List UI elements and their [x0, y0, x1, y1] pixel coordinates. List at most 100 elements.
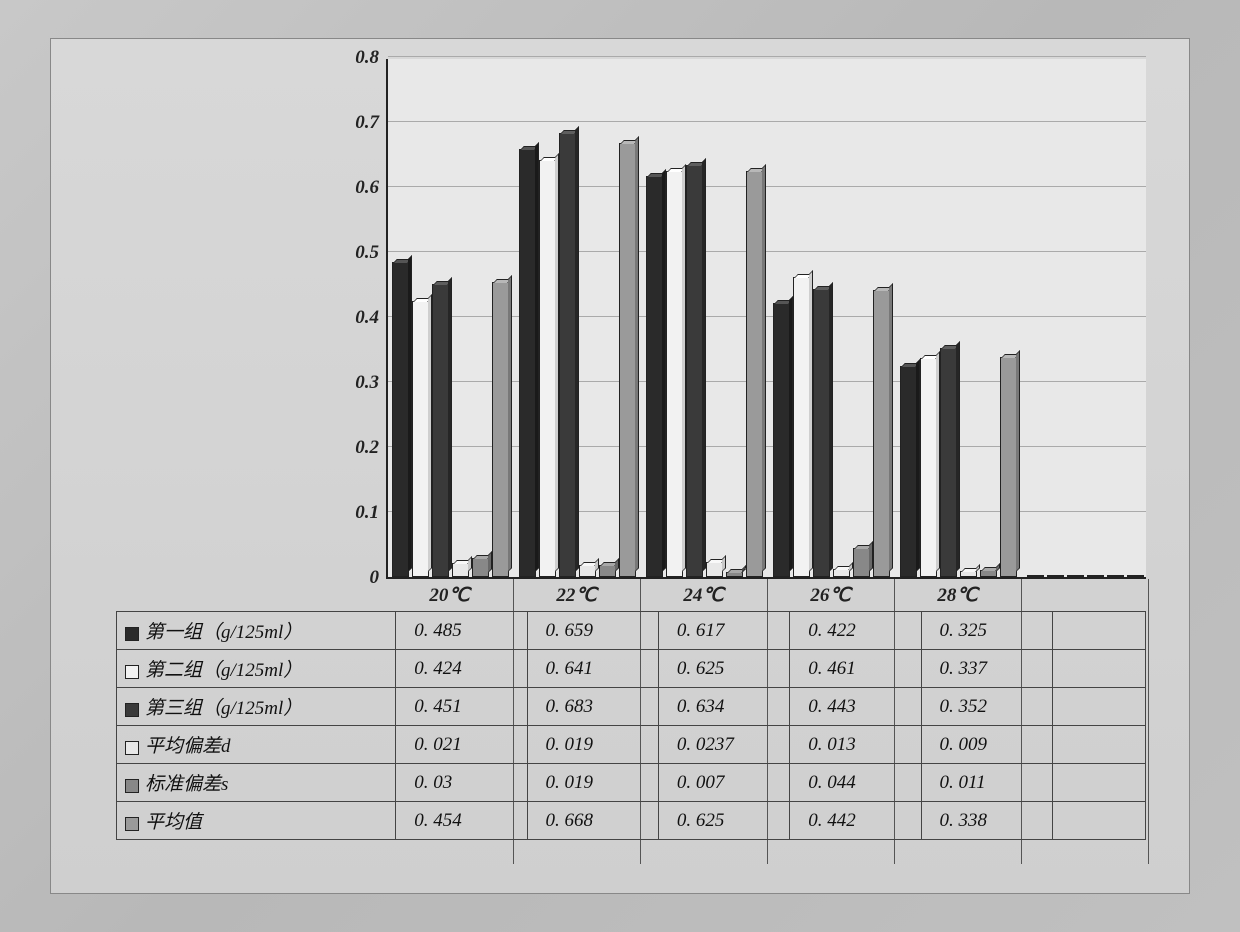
bar-avg: [619, 143, 636, 577]
value-cell: 0. 019: [527, 764, 658, 802]
legend-swatch: [125, 817, 139, 831]
bar-sdev: [599, 565, 616, 577]
bar-d: [452, 563, 469, 577]
bar-avg: [746, 171, 763, 577]
chart-panel: 0 0.1 0.2 0.3 0.4 0.5 0.6 0.7 0.8 20℃22℃24℃26℃28…: [50, 38, 1190, 894]
legend-cell: 第一组（g/125ml）: [117, 612, 396, 650]
ytick-label: 0.8: [324, 47, 379, 69]
ytick-label: 0.5: [324, 242, 379, 264]
column-separator: [1148, 579, 1149, 864]
bar-s1: [773, 303, 790, 577]
chart-zone: 00.10.20.30.40.50.60.70.8 20℃22℃24℃26℃28…: [326, 59, 1146, 604]
gridline: [388, 121, 1146, 122]
legend-swatch: [125, 741, 139, 755]
bar-d: [579, 565, 596, 577]
empty-cell: [1052, 802, 1145, 840]
value-cell: 0. 668: [527, 802, 658, 840]
value-cell: 0. 659: [527, 612, 658, 650]
xcat-label: 22℃: [513, 584, 640, 607]
bar-d: [706, 562, 723, 577]
table-row: 第三组（g/125ml）0. 4510. 6830. 6340. 4430. 3…: [117, 688, 1146, 726]
bar-s1: [900, 366, 917, 577]
bar-s3: [813, 289, 830, 577]
legend-cell: 标准偏差s: [117, 764, 396, 802]
value-cell: 0. 454: [396, 802, 527, 840]
value-cell: 0. 442: [790, 802, 921, 840]
bar-s3: [432, 284, 449, 577]
legend-label: 平均偏差d: [145, 736, 231, 757]
value-cell: 0. 337: [921, 650, 1052, 688]
value-cell: 0. 009: [921, 726, 1052, 764]
bar-s2: [412, 301, 429, 577]
bar-sdev: [980, 570, 997, 577]
legend-cell: 第三组（g/125ml）: [117, 688, 396, 726]
empty-cell: [1052, 612, 1145, 650]
bar-s1: [519, 149, 536, 577]
table-row: 第一组（g/125ml） 0. 4850. 6590. 6170. 4220. 3…: [117, 612, 1146, 650]
value-cell: 0. 683: [527, 688, 658, 726]
empty-cell: [1052, 764, 1145, 802]
ytick-label: 0.1: [324, 502, 379, 524]
value-cell: 0. 625: [658, 650, 789, 688]
ytick-label: 0.2: [324, 437, 379, 459]
xcat-label: 26℃: [767, 584, 894, 607]
legend-cell: 第二组（g/125ml）: [117, 650, 396, 688]
bar-s2: [920, 358, 937, 577]
table-row: 平均值0. 4540. 6680. 6250. 4420. 338: [117, 802, 1146, 840]
bar-empty: [1047, 575, 1064, 577]
ytick-label: 0.3: [324, 372, 379, 394]
value-cell: 0. 451: [396, 688, 527, 726]
ytick-label: 0: [324, 567, 379, 589]
legend-label: 平均值: [145, 812, 202, 833]
value-cell: 0. 617: [658, 612, 789, 650]
gridline: [388, 186, 1146, 187]
value-cell: 0. 007: [658, 764, 789, 802]
bar-d: [833, 569, 850, 577]
value-cell: 0. 0237: [658, 726, 789, 764]
bar-sdev: [726, 572, 743, 577]
bar-avg: [492, 282, 509, 577]
table-row: 第二组（g/125ml）0. 4240. 6410. 6250. 4610. 3…: [117, 650, 1146, 688]
xcat-label: 28℃: [894, 584, 1021, 607]
value-cell: 0. 019: [527, 726, 658, 764]
bar-s3: [686, 165, 703, 577]
value-cell: 0. 422: [790, 612, 921, 650]
bar-empty: [1087, 575, 1104, 577]
bar-s2: [793, 277, 810, 577]
value-cell: 0. 625: [658, 802, 789, 840]
data-table: 第一组（g/125ml） 0. 4850. 6590. 6170. 4220. 3…: [116, 611, 1146, 840]
bar-s2: [666, 171, 683, 577]
table-row: 标准偏差s0. 030. 0190. 0070. 0440. 011: [117, 764, 1146, 802]
empty-cell: [1052, 688, 1145, 726]
bar-d: [960, 571, 977, 577]
bar-s1: [646, 176, 663, 577]
bar-sdev: [472, 558, 489, 578]
legend-label: 第一组（g/125ml）: [145, 622, 302, 643]
gridline: [388, 251, 1146, 252]
ytick-label: 0.6: [324, 177, 379, 199]
legend-cell: 平均值: [117, 802, 396, 840]
value-cell: 0. 634: [658, 688, 789, 726]
bar-s1: [392, 262, 409, 577]
xcat-label: 24℃: [640, 584, 767, 607]
legend-swatch: [125, 627, 139, 641]
legend-cell: 平均偏差d: [117, 726, 396, 764]
bar-s2: [539, 160, 556, 577]
value-cell: 0. 044: [790, 764, 921, 802]
table-row: 平均偏差d0. 0210. 0190. 02370. 0130. 009: [117, 726, 1146, 764]
value-cell: 0. 021: [396, 726, 527, 764]
ytick-label: 0.4: [324, 307, 379, 329]
ytick-label: 0.7: [324, 112, 379, 134]
value-cell: 0. 461: [790, 650, 921, 688]
value-cell: 0. 641: [527, 650, 658, 688]
bar-sdev: [853, 548, 870, 577]
value-cell: 0. 325: [921, 612, 1052, 650]
legend-label: 第三组（g/125ml）: [145, 698, 302, 719]
value-cell: 0. 011: [921, 764, 1052, 802]
value-cell: 0. 443: [790, 688, 921, 726]
xcat-label: 20℃: [386, 584, 513, 607]
gridline: [388, 56, 1146, 57]
legend-swatch: [125, 665, 139, 679]
value-cell: 0. 424: [396, 650, 527, 688]
value-cell: 0. 485: [396, 612, 527, 650]
